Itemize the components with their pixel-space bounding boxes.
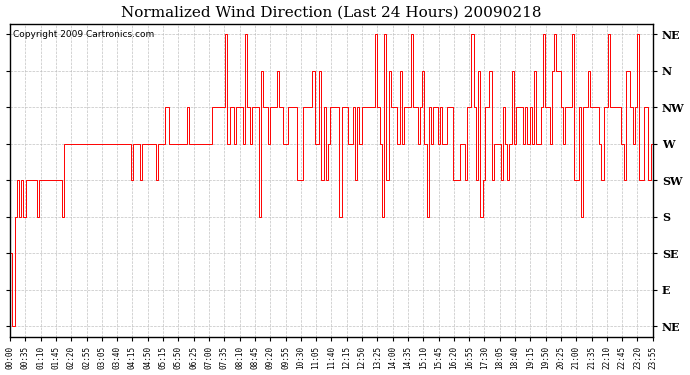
Title: Normalized Wind Direction (Last 24 Hours) 20090218: Normalized Wind Direction (Last 24 Hours… [121,6,542,20]
Text: Copyright 2009 Cartronics.com: Copyright 2009 Cartronics.com [13,30,155,39]
